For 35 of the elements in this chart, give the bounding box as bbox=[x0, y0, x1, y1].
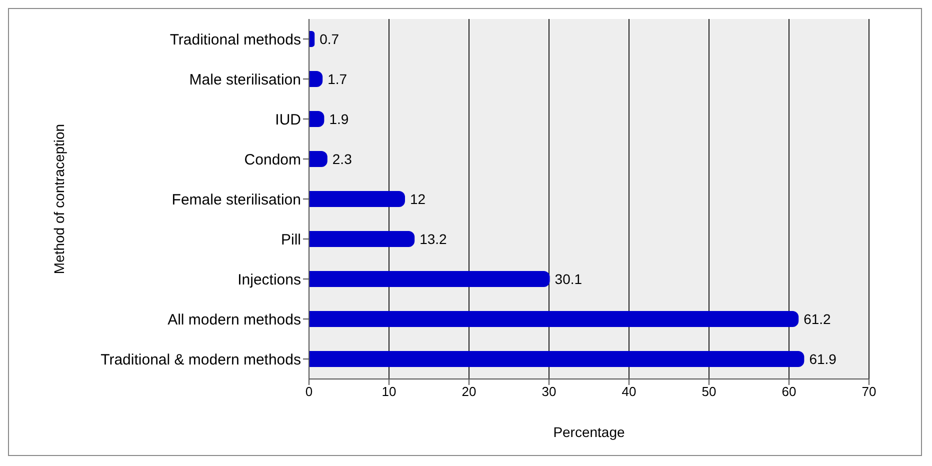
data-label: 30.1 bbox=[554, 270, 582, 287]
data-label: 12 bbox=[410, 190, 426, 207]
y-tick-label: Male sterilisation bbox=[189, 71, 301, 88]
data-label: 2.3 bbox=[332, 150, 352, 167]
bar bbox=[309, 271, 550, 287]
y-axis-title: Method of contraception bbox=[50, 124, 67, 274]
y-tick-label: Traditional methods bbox=[170, 31, 301, 48]
x-tick-label: 0 bbox=[305, 384, 313, 400]
bar bbox=[309, 191, 405, 207]
x-tick-label: 50 bbox=[702, 384, 716, 400]
x-tick-label: 70 bbox=[862, 384, 876, 400]
data-label: 1.7 bbox=[328, 70, 348, 87]
y-tick-label: Female sterilisation bbox=[172, 191, 301, 208]
y-tick-label: IUD bbox=[275, 111, 302, 128]
data-label: 1.9 bbox=[329, 110, 349, 127]
data-label: 61.9 bbox=[809, 350, 837, 367]
x-axis-title: Percentage bbox=[553, 424, 626, 440]
y-tick-label: Pill bbox=[280, 231, 301, 248]
bar bbox=[309, 311, 799, 327]
bar bbox=[309, 151, 328, 167]
x-tick-label: 20 bbox=[462, 384, 476, 400]
y-tick-label: Traditional & modern methods bbox=[100, 351, 301, 368]
data-label: 0.7 bbox=[320, 30, 340, 47]
data-label: 13.2 bbox=[420, 230, 448, 247]
bar bbox=[309, 351, 804, 367]
y-tick-label: Injections bbox=[238, 271, 301, 288]
x-tick-label: 40 bbox=[622, 384, 636, 400]
y-tick-label: Condom bbox=[244, 151, 301, 168]
data-label: 61.2 bbox=[804, 310, 832, 327]
x-tick-label: 30 bbox=[542, 384, 556, 400]
bar bbox=[309, 231, 415, 247]
x-tick-label: 10 bbox=[382, 384, 396, 400]
bar bbox=[309, 111, 324, 127]
x-tick-label: 60 bbox=[782, 384, 796, 400]
y-tick-label: All modern methods bbox=[168, 311, 301, 328]
